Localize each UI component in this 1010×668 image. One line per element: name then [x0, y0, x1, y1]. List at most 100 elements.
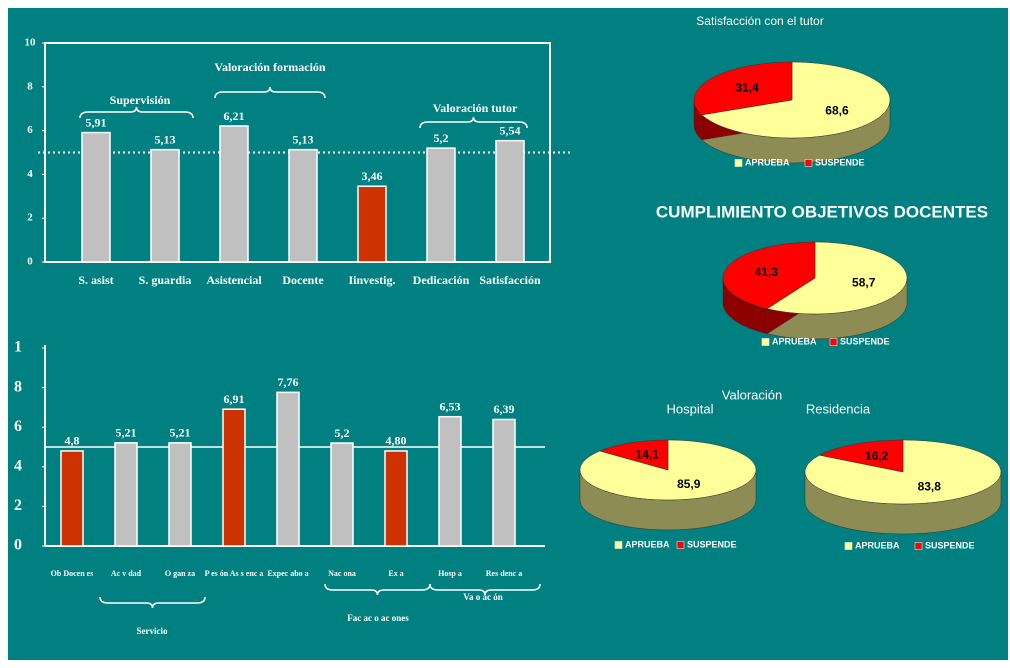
brace: [419, 116, 528, 129]
annotation: Servicio: [137, 626, 168, 636]
slice-label: 31,4: [735, 81, 759, 95]
legend-swatch: [614, 541, 623, 549]
category-label: Hosp a: [438, 569, 462, 578]
y-tick-label: 10: [25, 37, 37, 49]
category-label: Asistencial: [206, 273, 262, 287]
brace: [429, 583, 541, 596]
legend-swatch: [676, 541, 685, 549]
bar: [60, 450, 84, 547]
legend-label: APRUEBA: [855, 540, 900, 550]
y-tick-label: 6: [14, 418, 22, 435]
value-label: 4,80: [386, 434, 407, 448]
bar: [222, 408, 246, 547]
y-tick-label: 1: [14, 339, 22, 356]
pie-title: Residencia: [806, 401, 871, 416]
category-label: P es ón As s enc a: [205, 569, 264, 578]
legend-swatch: [734, 159, 743, 167]
pie-slice: [722, 241, 816, 310]
category-label: Ob Docen es: [51, 569, 94, 578]
pie-title: CUMPLIMIENTO OBJETIVOS DOCENTES: [656, 202, 988, 221]
legend-swatch: [914, 542, 923, 550]
slice-label: 85,9: [677, 477, 701, 491]
bar: [219, 125, 249, 263]
pie-slice: [599, 439, 669, 471]
y-tick-label: 0: [14, 537, 22, 554]
category-label: S. asist: [78, 273, 113, 287]
bar: [288, 148, 318, 263]
y-tick-label: 8: [14, 378, 22, 395]
y-tick-label: 2: [27, 212, 33, 224]
legend-label: SUSPENDE: [815, 157, 865, 167]
category-label: Ac v dad: [111, 569, 142, 578]
legend-label: APRUEBA: [625, 539, 670, 549]
value-label: 5,21: [170, 426, 191, 440]
bar: [114, 442, 138, 547]
legend-label: SUSPENDE: [925, 540, 975, 550]
bar: [276, 391, 300, 547]
annotation: Supervisión: [110, 93, 171, 107]
y-tick-label: 2: [14, 497, 22, 514]
legend-label: APRUEBA: [745, 157, 790, 167]
section-title: Valoración: [722, 387, 782, 402]
bar: [426, 147, 456, 263]
category-label: Ex a: [388, 569, 403, 578]
brace: [79, 106, 194, 119]
bar: [438, 415, 462, 547]
slice-label: 16,2: [865, 449, 889, 463]
category-label: S. guardia: [139, 273, 192, 287]
legend-swatch: [761, 338, 770, 346]
value-label: 5,2: [335, 426, 350, 440]
annotation: Va o ac ón: [463, 592, 502, 602]
slice-label: 58,7: [852, 276, 876, 290]
value-label: 5,2: [434, 131, 449, 145]
category-label: Dedicación: [413, 273, 470, 287]
y-tick-label: 8: [27, 80, 33, 92]
legend-swatch: [844, 542, 853, 550]
pie-title: Hospital: [667, 401, 714, 416]
category-label: Expec abo a: [267, 569, 308, 578]
value-label: 3,46: [362, 169, 383, 183]
bar: [150, 148, 180, 263]
value-label: 5,21: [116, 426, 137, 440]
legend-label: APRUEBA: [772, 336, 817, 346]
y-tick-label: 4: [14, 457, 22, 474]
value-label: 6,53: [440, 399, 461, 413]
pie-slice: [818, 439, 904, 473]
category-label: Nac ona: [328, 569, 356, 578]
brace: [324, 583, 431, 596]
bar: [357, 185, 387, 263]
value-label: 5,13: [155, 132, 176, 146]
value-label: 6,91: [224, 392, 245, 406]
pie-slice: [693, 61, 793, 116]
bar: [81, 131, 111, 263]
bar: [492, 418, 516, 547]
bar: [330, 442, 354, 547]
pie-slice: [701, 61, 891, 139]
brace: [99, 596, 206, 609]
value-label: 4,8: [65, 434, 80, 448]
legend-label: SUSPENDE: [840, 336, 890, 346]
slice-label: 83,8: [918, 480, 942, 494]
slice-label: 41,3: [755, 265, 779, 279]
value-label: 5,13: [293, 132, 314, 146]
annotation: Fac ac o ac ones: [347, 613, 409, 623]
y-tick-label: 4: [27, 168, 33, 180]
value-label: 6,39: [494, 402, 515, 416]
brace: [214, 86, 326, 99]
value-label: 7,76: [278, 375, 299, 389]
y-tick-label: 6: [27, 124, 33, 136]
legend-swatch: [829, 338, 838, 346]
category-label: Docente: [282, 273, 324, 287]
value-label: 5,54: [500, 123, 521, 137]
value-label: 5,91: [86, 115, 107, 129]
slice-label: 14,1: [636, 447, 660, 461]
value-label: 6,21: [224, 109, 245, 123]
bar: [384, 450, 408, 547]
pie-slice: [766, 241, 908, 315]
bar: [168, 442, 192, 547]
legend-swatch: [804, 159, 813, 167]
y-tick-label: 0: [27, 256, 33, 268]
legend-label: SUSPENDE: [687, 539, 737, 549]
annotation: Valoración tutor: [433, 101, 518, 115]
